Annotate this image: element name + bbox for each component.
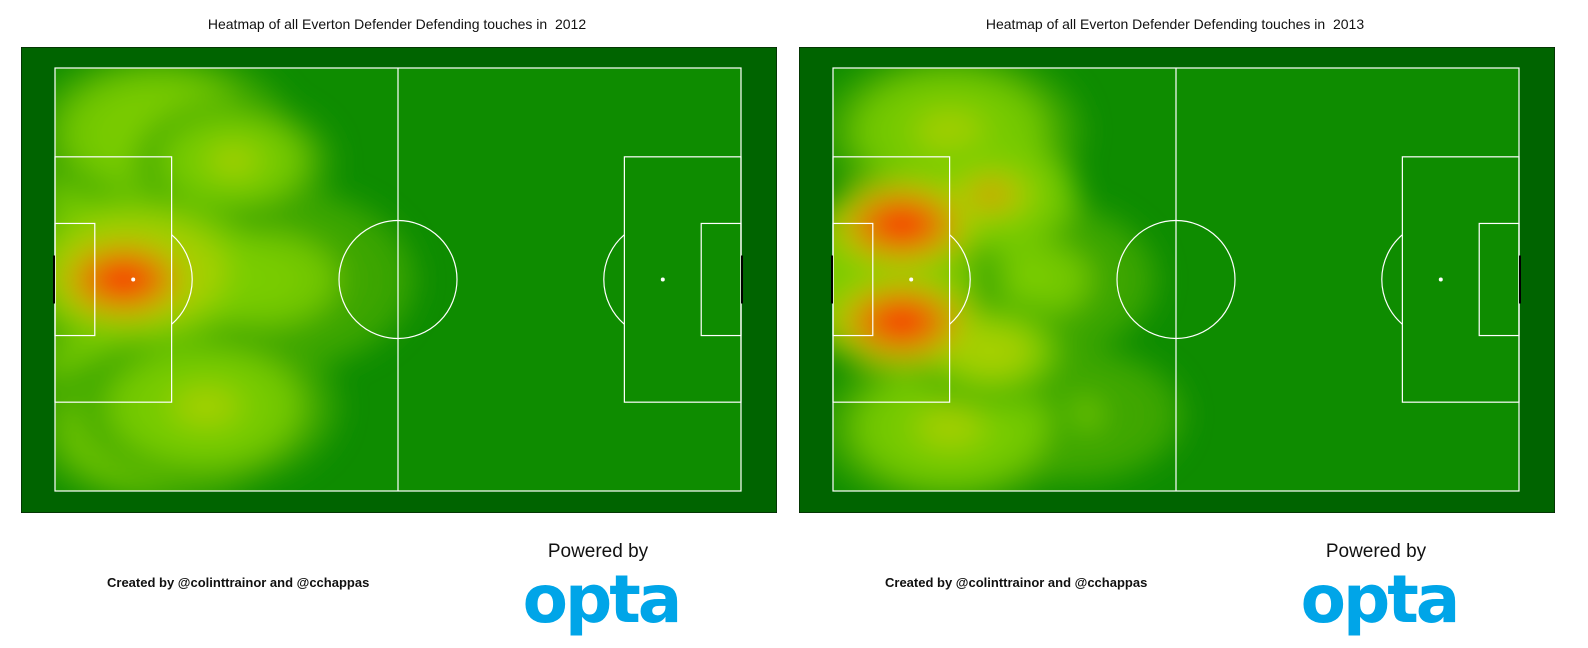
credit-text: Created by @colinttrainor and @cchappas	[885, 575, 1148, 590]
heat-blob	[968, 181, 1013, 209]
powered-by-text: Powered by	[547, 541, 649, 562]
heat-blob	[172, 386, 239, 427]
heat-blob	[916, 111, 983, 152]
penalty-arc-left	[171, 234, 193, 325]
opta-logo-text: opta	[1301, 566, 1458, 638]
powered-by-text: Powered by	[1325, 541, 1427, 562]
goal-left	[831, 255, 833, 304]
heat-blob	[992, 259, 1059, 300]
heat-layer	[55, 68, 415, 491]
opta-logo-text: opta	[523, 566, 680, 638]
goal-right	[741, 255, 743, 304]
goal-right	[1519, 255, 1521, 304]
heat-blob	[968, 337, 1013, 365]
penalty-arc-right	[1381, 234, 1403, 325]
pitch-heatmap	[21, 47, 777, 513]
centre-circle	[1116, 219, 1236, 340]
penalty-arc-right	[603, 234, 625, 325]
heat-blob	[104, 267, 143, 292]
penalty-spot-right	[660, 277, 665, 282]
penalty-spot-left	[131, 277, 136, 282]
heat-blob	[882, 309, 921, 334]
penalty-spot-right	[1438, 277, 1443, 282]
penalty-spot-left	[909, 277, 914, 282]
heatmap-panel-2013: Heatmap of all Everton Defender Defendin…	[778, 0, 1572, 648]
credit-text: Created by @colinttrainor and @cchappas	[107, 575, 370, 590]
heatmap-panel-2012: Heatmap of all Everton Defender Defendin…	[21, 16, 777, 638]
heat-blob	[916, 407, 983, 448]
goal-left	[53, 255, 55, 304]
opta-logo: opta	[523, 566, 683, 638]
heat-blob	[208, 145, 259, 177]
centre-circle	[338, 219, 458, 340]
opta-logo: opta	[1301, 566, 1461, 638]
heat-blob	[882, 212, 921, 237]
pitch-heatmap	[799, 47, 1555, 513]
chart-title: Heatmap of all Everton Defender Defendin…	[985, 16, 1365, 32]
chart-title: Heatmap of all Everton Defender Defendin…	[207, 16, 587, 32]
penalty-arc-left	[949, 234, 971, 325]
